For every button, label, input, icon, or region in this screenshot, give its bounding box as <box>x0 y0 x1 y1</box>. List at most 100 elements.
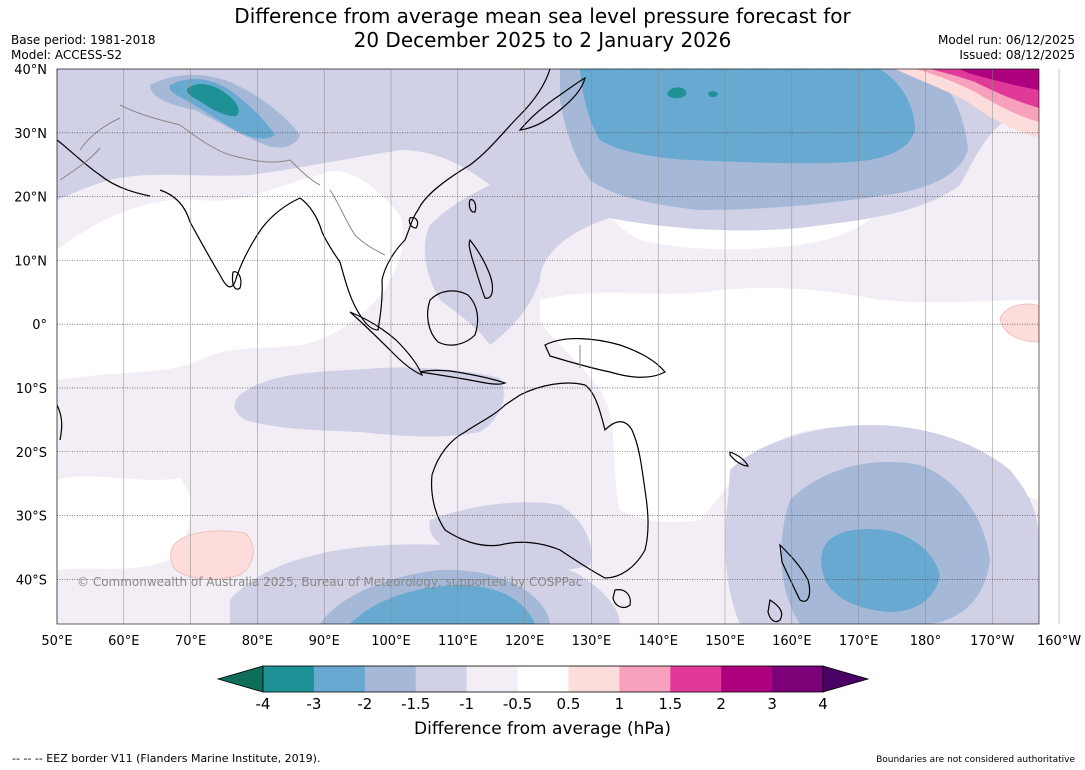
coastline-sri-lanka <box>231 271 242 290</box>
lon-tick-label: 90°E <box>309 634 340 649</box>
coastline-sumatra <box>349 311 424 377</box>
coastline-tasmania <box>612 589 631 608</box>
anomaly-zone-m3-southwest <box>350 585 535 624</box>
colorbar-segment <box>568 666 620 692</box>
colorbar-segment <box>313 666 366 692</box>
model-run: Model run: 06/12/2025 <box>937 33 1075 47</box>
issued-date: Issued: 08/12/2025 <box>959 48 1075 62</box>
coastline-java <box>419 369 507 385</box>
lon-tick-label: 60°E <box>108 634 139 649</box>
lat-tick-label: 20°N <box>14 191 47 206</box>
coastline-new-zealand <box>767 543 811 623</box>
lat-tick-label: 40°S <box>16 573 47 588</box>
border-central-asia <box>59 117 121 181</box>
colorbar-tick-label: -2 <box>357 695 372 713</box>
lon-tick-label: 170°W <box>970 634 1014 649</box>
colorbar-tick-label: -3 <box>306 695 321 713</box>
colorbar-tick-label: 0.5 <box>557 695 581 713</box>
colorbar-segment <box>619 666 671 692</box>
anomaly-zone-p05-south-indian <box>170 530 254 580</box>
lon-tick-label: 50°E <box>41 634 72 649</box>
colorbar-tick-label: -1.5 <box>401 695 430 713</box>
lat-tick-label: 30°S <box>16 510 47 525</box>
boundaries-disclaimer: Boundaries are not considered authoritat… <box>876 755 1075 765</box>
border-southeast-asia <box>329 189 386 256</box>
lon-tick-label: 80°E <box>242 634 273 649</box>
lat-tick-label: 30°N <box>14 127 47 142</box>
map-canvas <box>57 69 1039 624</box>
colorbar-segment <box>364 666 417 692</box>
anomaly-zone-neutral-east <box>540 288 1039 522</box>
lon-tick-label: 70°E <box>175 634 206 649</box>
colorbar-segment <box>263 666 315 692</box>
model-name: Model: ACCESS-S2 <box>11 48 123 62</box>
colorbar-frame <box>262 665 824 693</box>
map-title: Difference from average mean sea level p… <box>0 4 1085 52</box>
colorbar-segment <box>670 666 722 692</box>
lon-tick-label: 170°E <box>839 634 879 649</box>
anomaly-zone-m4-himalaya <box>187 84 239 117</box>
colorbar-segment <box>721 666 773 692</box>
copyright-text: © Commonwealth of Australia 2025, Bureau… <box>77 575 582 589</box>
lon-tick-label: 180° <box>910 634 941 649</box>
lon-tick-label: 120°E <box>505 634 545 649</box>
anomaly-zone-m4-pacific-spot-1 <box>667 87 687 99</box>
anomaly-zone-p2-northeast <box>960 69 1039 90</box>
colorbar-tick-label: 3 <box>767 695 777 713</box>
anomaly-zone-p05-central-pacific <box>999 303 1039 343</box>
lon-tick-label: 130°E <box>572 634 612 649</box>
colorbar-segment <box>466 666 519 692</box>
lon-tick-label: 160°W <box>1037 634 1081 649</box>
coastline-southeast-asia <box>339 69 551 331</box>
coastline-arabia <box>57 139 151 197</box>
graticule <box>56 68 1060 624</box>
coastline-new-guinea <box>544 337 666 378</box>
coastline-philippines <box>468 238 494 299</box>
colorbar-tick-label: -4 <box>256 695 271 713</box>
base-period: Base period: 1981-2018 <box>11 33 156 47</box>
coastline-borneo <box>427 290 479 346</box>
lat-tick-label: 20°S <box>16 446 47 461</box>
colorbar-tick-label: -0.5 <box>503 695 532 713</box>
colorbar-extend-high <box>822 665 870 693</box>
colorbar-segment <box>772 666 824 692</box>
lon-tick-label: 100°E <box>371 634 411 649</box>
eez-legend: -- -- -- EEZ border V11 (Flanders Marine… <box>12 752 321 765</box>
colorbar-segment <box>415 666 468 692</box>
colorbar-tick-label: -1 <box>459 695 474 713</box>
lat-tick-label: 10°S <box>16 382 47 397</box>
coastline-australia <box>430 382 649 579</box>
colorbar-tick-label: 2 <box>716 695 726 713</box>
lat-tick-label: 0° <box>32 318 47 333</box>
coastline-madagascar-edge <box>57 404 63 441</box>
colorbar: -4 -3 -2 -1.5 -1 -0.5 0.5 1 1.5 2 3 4 <box>216 665 870 713</box>
map-frame <box>56 68 1040 625</box>
lat-tick-labels: 40°N 30°N 20°N 10°N 0° 10°S 20°S 30°S 40°S <box>14 63 47 588</box>
colorbar-extend-low <box>216 665 264 693</box>
anomaly-zone-neutral-west <box>57 170 404 380</box>
lon-tick-label: 160°E <box>772 634 812 649</box>
colorbar-segment <box>517 666 569 692</box>
coastline-japan <box>518 76 586 131</box>
lon-tick-label: 150°E <box>705 634 745 649</box>
anomaly-zone-m15-indian-ocean <box>234 367 504 437</box>
lon-tick-label: 140°E <box>638 634 678 649</box>
lon-tick-labels: 50°E 60°E 70°E 80°E 90°E 100°E 110°E 120°E 130°E… <box>41 634 1081 649</box>
border-south-asia <box>119 104 321 186</box>
title-line-2: 20 December 2025 to 2 January 2026 <box>353 28 732 52</box>
colorbar-tick-label: 4 <box>818 695 828 713</box>
coastline-hainan <box>408 217 419 229</box>
anomaly-zone-m4-pacific-spot-2 <box>708 91 718 98</box>
colorbar-label: Difference from average (hPa) <box>414 719 671 739</box>
coastline-taiwan <box>468 199 477 213</box>
colorbar-tick-label: 1.5 <box>658 695 682 713</box>
coastline-india <box>159 189 301 288</box>
meta-right: Model run: 06/12/2025 Issued: 08/12/2025 <box>938 33 1075 63</box>
coastline-new-caledonia <box>729 451 749 467</box>
lat-tick-label: 10°N <box>14 254 47 269</box>
title-line-1: Difference from average mean sea level p… <box>234 4 851 28</box>
lon-tick-label: 110°E <box>438 634 478 649</box>
lat-tick-label: 40°N <box>14 63 47 78</box>
country-borders <box>59 104 581 368</box>
